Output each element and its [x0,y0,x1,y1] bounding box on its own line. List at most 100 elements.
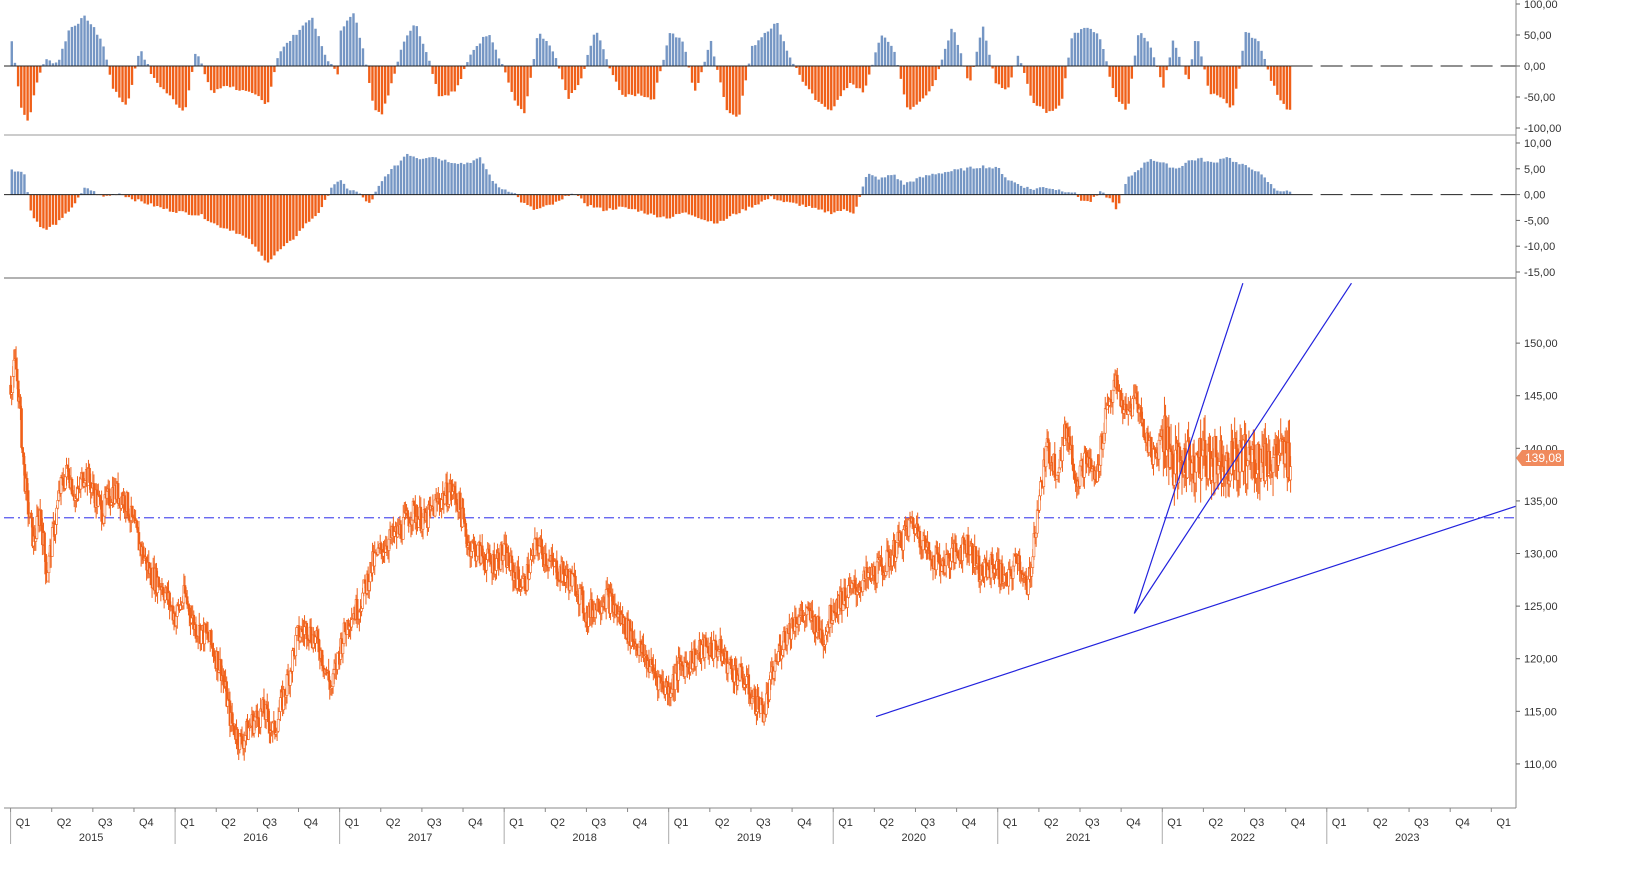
positive-bar [314,28,317,66]
negative-bar [266,194,270,263]
positive-bar [1016,55,1020,66]
negative-bar [741,194,744,210]
positive-bar [418,159,422,195]
quarter-label: Q2 [550,817,565,829]
positive-bar [1067,192,1070,195]
positive-bar [1276,190,1279,195]
positive-bar [444,159,447,195]
positive-bar [434,157,437,195]
quarter-label: Q4 [1455,817,1470,829]
positive-bar [1216,162,1219,195]
positive-bar [1250,169,1254,195]
year-label: 2021 [1066,832,1090,844]
positive-bar [86,20,89,67]
quarter-label: Q4 [962,817,977,829]
positive-bar [380,181,384,195]
negative-bar [776,194,779,201]
year-label: 2020 [901,832,925,844]
positive-bar [406,35,409,66]
positive-bar [1168,167,1171,195]
negative-bar [839,194,842,211]
quarter-label: Q2 [715,817,730,829]
negative-bar [561,194,564,200]
negative-bar [29,66,32,113]
negative-bar [921,66,925,99]
negative-bar [548,194,551,205]
negative-bar [731,66,735,115]
positive-bar [99,38,102,66]
negative-bar [611,66,615,76]
negative-bar [567,66,570,99]
positive-bar [466,162,469,195]
positive-bar [678,37,681,66]
positive-bar [1203,161,1206,195]
positive-bar [1140,33,1143,66]
positive-bar [83,15,86,66]
negative-bar [826,194,830,212]
positive-bar [782,41,785,66]
negative-bar [630,194,634,210]
positive-bar [1285,190,1289,195]
positive-bar [304,22,308,67]
negative-bar [637,194,640,212]
negative-bar [162,66,165,90]
axes-layer: 100,00 50,00 0,00 -50,00 -100,00 10,00 5,00 0,0… [4,0,1564,809]
negative-bar [263,66,267,104]
candle-body [43,532,46,555]
negative-bar [156,66,159,83]
negative-bar [516,66,520,106]
negative-bar [608,66,611,69]
candle-body [350,619,354,628]
negative-bar [1004,66,1007,90]
candle-body [419,506,423,532]
negative-bar [994,66,997,84]
y-tick-label: 0,00 [1524,61,1545,73]
positive-bar [864,177,868,195]
positive-bar [333,184,336,195]
negative-bar [298,194,301,231]
negative-bar [659,194,662,218]
negative-bar [709,194,713,222]
negative-bar [722,66,725,97]
negative-bar [251,194,254,245]
positive-bar [507,191,510,195]
negative-bar [526,66,529,97]
negative-bar [377,66,380,112]
positive-bar [336,181,339,195]
negative-bar [621,194,624,207]
positive-bar [488,174,491,195]
positive-bar [887,41,890,66]
candle-body [380,543,383,551]
positive-bar [428,60,431,66]
quarter-label: Q4 [139,817,154,829]
positive-bar [902,184,906,195]
negative-bar [1124,66,1127,110]
negative-bar [1086,194,1089,202]
negative-bar [738,66,741,115]
negative-bar [627,66,630,95]
negative-bar [238,194,241,235]
negative-bar [447,66,450,96]
negative-bar [811,194,814,208]
quarter-label: Q3 [1085,817,1100,829]
time-axis: Q1 Q2 Q3 Q4 Q1 Q2 Q3 Q4 Q1 Q2 Q3 Q4 Q1 Q2 Q3 Q4 Q1 Q2 Q3 Q4… [10,808,1511,844]
negative-bar [285,194,289,244]
positive-bar [20,171,23,195]
positive-bar [1190,59,1194,66]
negative-bar [371,66,374,101]
positive-bar [1241,163,1244,195]
positive-bar [1023,187,1026,195]
last-price-label: 139,08 [1525,451,1562,465]
candle-body [1289,466,1292,481]
positive-bar [501,189,504,195]
positive-bar [339,30,343,66]
negative-bar [175,194,178,213]
negative-bar [1130,66,1134,79]
positive-bar [1076,32,1080,66]
positive-bar [64,41,67,66]
positive-bar [1159,162,1162,195]
positive-bar [542,38,545,66]
negative-bar [263,194,267,261]
positive-bar [1070,38,1073,66]
negative-bar [1288,66,1292,110]
